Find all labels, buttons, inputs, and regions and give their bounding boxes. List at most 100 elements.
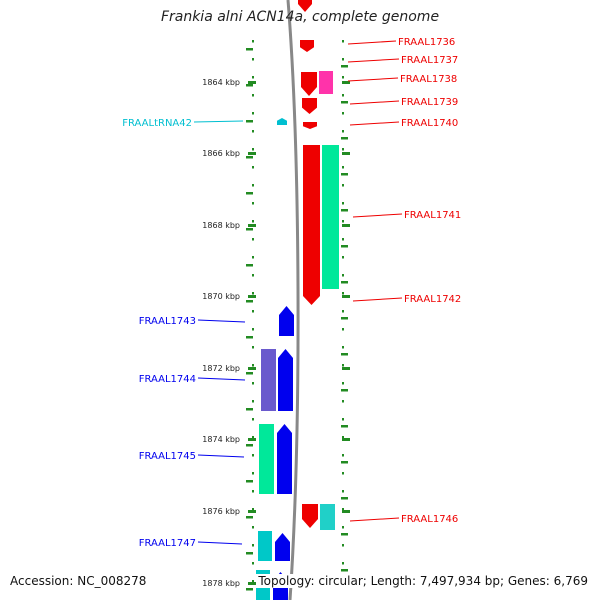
ruler-minor-tick-left xyxy=(246,372,253,375)
ruler-minor-tick-left xyxy=(246,120,253,123)
major-tick-right xyxy=(342,152,350,155)
ruler-minor-tick-right xyxy=(341,389,348,392)
ruler-minor-tick-right xyxy=(341,281,348,284)
ruler-minor-tick-left xyxy=(246,192,253,195)
major-tick-right xyxy=(342,438,350,441)
gene-label-leader-line xyxy=(347,40,397,45)
ruler-dot-right xyxy=(342,418,344,421)
tick-label: 1876 kbp xyxy=(202,507,240,516)
ruler-dot-left xyxy=(252,436,254,439)
ruler-dot-left xyxy=(252,310,254,313)
ruler-dot-right xyxy=(342,76,344,79)
major-tick-right xyxy=(342,510,350,513)
ruler-dot-left xyxy=(252,220,254,223)
gene-label-leader-line xyxy=(352,213,403,218)
ruler-minor-tick-left xyxy=(246,336,253,339)
cds-feature-reverse xyxy=(322,145,339,289)
gene-label-reverse: FRAAL1746 xyxy=(401,514,458,525)
ruler-dot-left xyxy=(252,418,254,421)
gene-label-leader-line xyxy=(197,377,246,381)
gene-arrow-forward xyxy=(279,306,294,336)
gene-label-rna: FRAALtRNA42 xyxy=(122,118,192,129)
ruler-minor-tick-left xyxy=(246,552,253,555)
tick-label: 1870 kbp xyxy=(202,292,240,301)
ruler-minor-tick-left xyxy=(246,588,253,591)
ruler-minor-tick-right xyxy=(341,533,348,536)
major-tick-left xyxy=(248,224,256,227)
ruler-dot-right xyxy=(342,274,344,277)
gene-label-forward: FRAAL1747 xyxy=(139,538,196,549)
ruler-minor-tick-right xyxy=(341,353,348,356)
major-tick-left xyxy=(248,438,256,441)
gene-label-reverse: FRAAL1737 xyxy=(401,55,458,66)
major-tick-left xyxy=(248,367,256,370)
major-tick-right xyxy=(342,367,350,370)
ruler-dot-right xyxy=(342,166,344,169)
ruler-dot-right xyxy=(342,238,344,241)
ruler-dot-left xyxy=(252,76,254,79)
ruler-dot-right xyxy=(342,364,344,367)
ruler-minor-tick-left xyxy=(246,264,253,267)
gene-label-forward: FRAAL1743 xyxy=(139,316,196,327)
major-tick-left xyxy=(248,152,256,155)
cds-feature-reverse xyxy=(320,504,335,530)
major-tick-left xyxy=(248,81,256,84)
ruler-minor-tick-left xyxy=(246,444,253,447)
gene-arrow-reverse xyxy=(302,504,318,528)
major-tick-left xyxy=(248,510,256,513)
gene-label-leader-line xyxy=(347,58,400,63)
ruler-dot-right xyxy=(342,58,344,61)
major-tick-right xyxy=(342,295,350,298)
gene-label-leader-line xyxy=(352,297,403,302)
ruler-dot-right xyxy=(342,490,344,493)
ruler-minor-tick-left xyxy=(246,84,253,87)
gene-arrow-forward xyxy=(277,424,292,494)
ruler-dot-right xyxy=(342,472,344,475)
ruler-dot-right xyxy=(342,112,344,115)
tick-label: 1868 kbp xyxy=(202,221,240,230)
ruler-minor-tick-right xyxy=(341,173,348,176)
tick-label: 1864 kbp xyxy=(202,78,240,87)
cds-feature-forward xyxy=(261,349,276,411)
ruler-dot-right xyxy=(342,202,344,205)
ruler-dot-right xyxy=(342,256,344,259)
ruler-dot-left xyxy=(252,472,254,475)
ruler-minor-tick-right xyxy=(341,317,348,320)
major-tick-right xyxy=(342,81,350,84)
ruler-dot-left xyxy=(252,166,254,169)
ruler-dot-left xyxy=(252,328,254,331)
genome-stats-text: Topology: circular; Length: 7,497,934 bp… xyxy=(256,574,590,588)
ruler-minor-tick-left xyxy=(246,300,253,303)
ruler-dot-right xyxy=(342,400,344,403)
gene-arrow-reverse xyxy=(300,40,314,52)
ruler-minor-tick-right xyxy=(341,101,348,104)
gene-arrow-reverse xyxy=(303,145,320,305)
ruler-dot-left xyxy=(252,184,254,187)
ruler-dot-left xyxy=(252,148,254,151)
gene-arrow-forward xyxy=(275,533,290,561)
ruler-dot-left xyxy=(252,256,254,259)
ruler-dot-left xyxy=(252,400,254,403)
cds-feature-forward xyxy=(259,424,274,494)
tick-label: 1866 kbp xyxy=(202,149,240,158)
ruler-dot-left xyxy=(252,580,254,583)
gene-arrow-forward xyxy=(278,349,293,411)
ruler-dot-left xyxy=(252,364,254,367)
ruler-dot-right xyxy=(342,436,344,439)
ruler-dot-left xyxy=(252,40,254,43)
major-tick-left xyxy=(248,582,256,585)
major-tick-right xyxy=(342,224,350,227)
gene-label-leader-line xyxy=(193,120,244,123)
ruler-dot-left xyxy=(252,382,254,385)
gene-label-forward: FRAAL1745 xyxy=(139,451,196,462)
ruler-dot-left xyxy=(252,238,254,241)
ruler-minor-tick-right xyxy=(341,65,348,68)
accession-text: Accession: NC_008278 xyxy=(8,574,149,588)
ruler-dot-left xyxy=(252,526,254,529)
tick-label: 1878 kbp xyxy=(202,579,240,588)
ruler-dot-right xyxy=(342,310,344,313)
ruler-dot-left xyxy=(252,274,254,277)
ruler-dot-right xyxy=(342,40,344,43)
